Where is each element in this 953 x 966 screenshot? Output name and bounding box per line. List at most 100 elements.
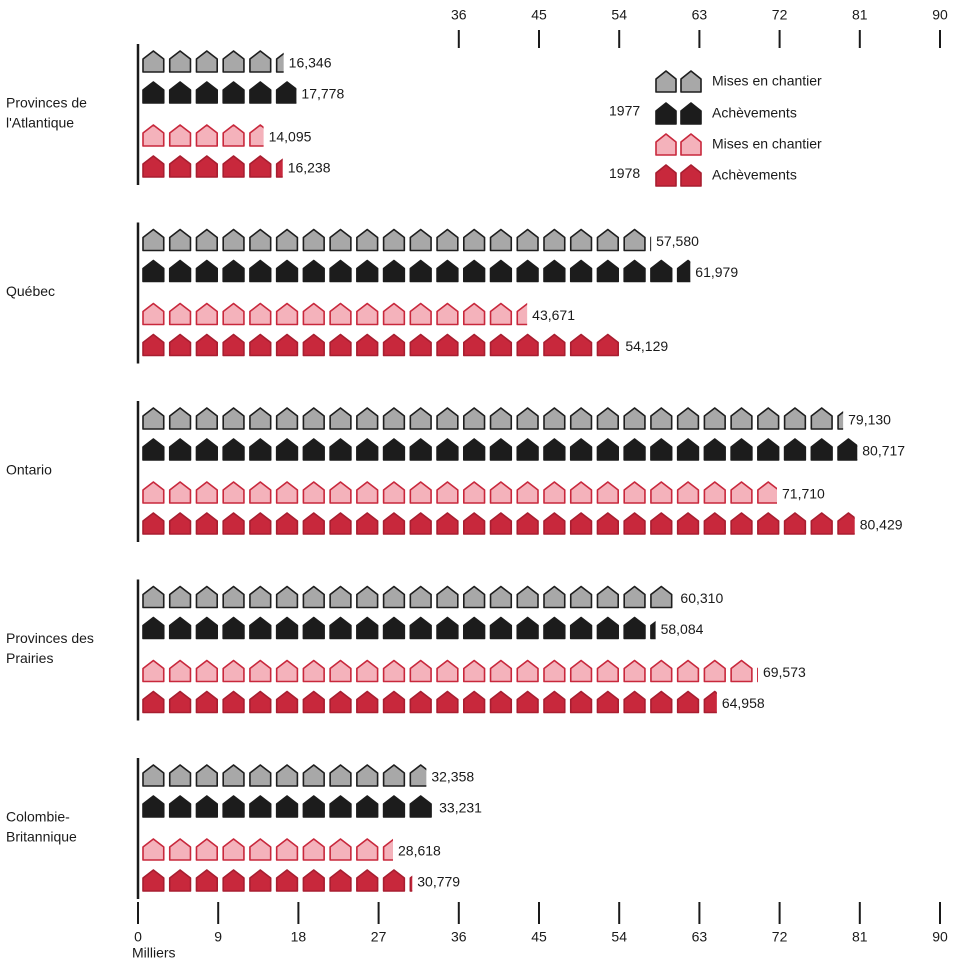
house-icon — [596, 512, 619, 535]
house-icon — [623, 690, 646, 714]
house-icon — [436, 407, 459, 430]
x-tick-label-top: 90 — [932, 7, 948, 23]
house-icon — [569, 228, 593, 252]
house-icon — [543, 333, 566, 357]
house-icon — [463, 407, 486, 430]
house-icon — [463, 616, 486, 640]
bar — [142, 228, 652, 252]
legend-icon — [680, 164, 702, 187]
x-tick-label: 54 — [611, 929, 627, 945]
house-icon — [302, 795, 325, 818]
bar — [142, 838, 394, 861]
house-icon — [275, 764, 299, 787]
legend-label: Mises en chantier — [712, 73, 822, 89]
value-label: 71,710 — [782, 486, 825, 502]
bar — [142, 124, 264, 147]
house-icon — [356, 438, 379, 461]
house-icon — [730, 659, 753, 683]
x-tick-label: 72 — [772, 929, 788, 945]
house-icon — [382, 764, 406, 787]
house-icon — [730, 407, 753, 430]
house-icon — [463, 259, 486, 283]
house-icon — [489, 438, 513, 461]
house-icon — [436, 259, 459, 283]
house-icon — [623, 438, 646, 461]
bar — [142, 512, 855, 535]
house-icon — [463, 690, 486, 714]
house-icon — [302, 690, 325, 714]
house-icon — [249, 481, 272, 504]
house-icon — [382, 302, 406, 326]
house-icon — [463, 302, 486, 326]
house-icon — [783, 407, 807, 430]
house-icon — [543, 512, 566, 535]
category-label: Britannique — [6, 829, 77, 845]
bar — [142, 333, 619, 357]
house-icon — [382, 869, 406, 892]
house-icon — [356, 764, 379, 787]
house-icon — [275, 869, 299, 892]
house-icon — [489, 585, 513, 609]
house-icon — [222, 481, 245, 504]
value-label: 60,310 — [680, 590, 723, 606]
bar — [142, 659, 758, 683]
legend-icon — [655, 133, 677, 156]
house-icon — [489, 259, 513, 283]
legend-icon — [655, 70, 677, 93]
house-icon — [249, 124, 264, 147]
house-icon — [142, 333, 165, 357]
house-icon — [222, 616, 245, 640]
house-icon — [168, 585, 192, 609]
house-icon — [329, 407, 352, 430]
value-label: 58,084 — [661, 621, 704, 637]
house-icon — [302, 585, 325, 609]
house-icon — [222, 838, 245, 861]
house-icon — [757, 438, 780, 461]
house-icon — [329, 333, 352, 357]
house-icon — [222, 228, 245, 252]
house-icon — [249, 407, 272, 430]
house-icon — [356, 585, 379, 609]
house-icon — [195, 869, 218, 892]
house-icon — [516, 585, 539, 609]
house-icon — [222, 764, 245, 787]
house-icon — [249, 438, 272, 461]
x-tick-label-top: 45 — [531, 7, 547, 23]
house-icon — [436, 481, 459, 504]
house-icon — [837, 512, 855, 535]
house-icon — [195, 795, 218, 818]
house-icon — [596, 259, 619, 283]
house-icon — [195, 764, 218, 787]
house-icon — [489, 481, 513, 504]
house-icon — [195, 690, 218, 714]
bar — [142, 155, 283, 178]
house-icon — [222, 50, 245, 73]
category-label: Québec — [6, 283, 55, 299]
house-icon — [382, 512, 406, 535]
house-icon — [222, 81, 245, 104]
house-icon — [596, 616, 619, 640]
house-icon — [409, 407, 432, 430]
bar — [142, 259, 691, 283]
house-icon — [302, 302, 325, 326]
house-icon — [168, 302, 192, 326]
house-icon — [302, 438, 325, 461]
house-icon — [650, 438, 673, 461]
house-icon — [275, 512, 299, 535]
value-label: 32,358 — [431, 769, 474, 785]
house-icon — [382, 333, 406, 357]
house-icon — [195, 259, 218, 283]
house-icon — [516, 659, 539, 683]
x-tick-label-top: 63 — [692, 7, 708, 23]
house-icon — [142, 838, 165, 861]
value-label: 14,095 — [269, 129, 312, 145]
house-icon — [222, 512, 245, 535]
value-label: 80,717 — [862, 443, 905, 459]
house-icon — [142, 795, 165, 818]
house-icon — [436, 333, 459, 357]
house-icon — [436, 512, 459, 535]
house-icon — [195, 616, 218, 640]
house-icon — [356, 259, 379, 283]
house-icon — [730, 512, 753, 535]
